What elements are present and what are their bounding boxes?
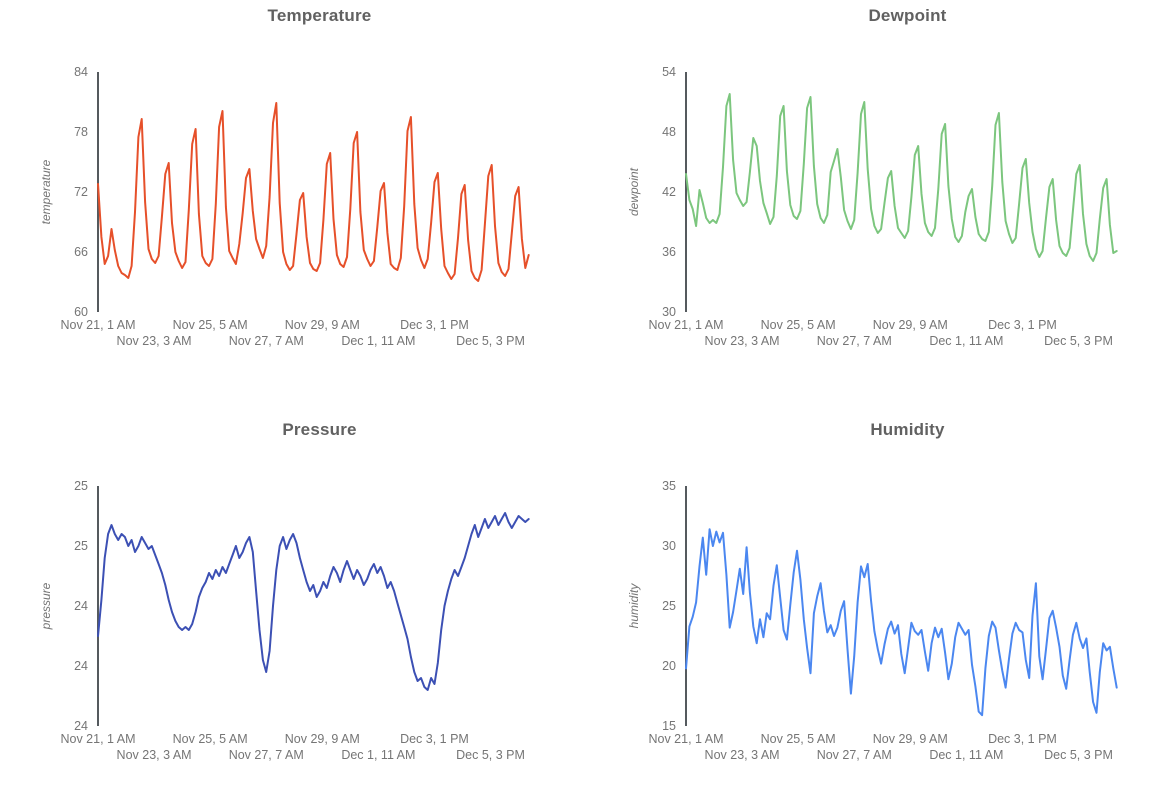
y-tick-label: 30 <box>662 539 676 553</box>
x-tick-label: Nov 25, 5 AM <box>760 732 836 746</box>
chart-card-humidity: Humidity humidity 35 30 25 20 15 Nov 21, 1 AM… <box>588 414 1175 785</box>
y-tick-label: 24 <box>74 659 88 673</box>
x-tick-label: Dec 5, 3 PM <box>1044 748 1113 762</box>
x-tick-label: Nov 29, 9 AM <box>872 318 948 332</box>
plot-area <box>685 93 1118 262</box>
x-tick-label: Nov 29, 9 AM <box>872 732 948 746</box>
x-tick-label: Dec 1, 11 AM <box>929 334 1004 348</box>
x-tick-label: Dec 1, 11 AM <box>341 748 416 762</box>
data-line <box>685 93 1118 262</box>
y-tick-label: 30 <box>662 305 676 319</box>
x-tick-label: Nov 27, 7 AM <box>228 748 304 762</box>
x-tick-label: Dec 5, 3 PM <box>456 748 525 762</box>
x-tick-label: Nov 21, 1 AM <box>60 732 136 746</box>
chart-card-temperature: Temperature temperature 84 78 72 66 60 Nov 21… <box>0 0 587 371</box>
x-tick-label: Dec 3, 1 PM <box>400 732 469 746</box>
y-tick-label: 25 <box>74 479 88 493</box>
y-tick-label: 25 <box>74 539 88 553</box>
chart-title: Temperature <box>267 6 372 25</box>
y-axis-line <box>97 486 99 726</box>
data-line <box>97 102 530 282</box>
plot-area <box>97 512 530 691</box>
y-tick-label: 24 <box>74 719 88 733</box>
x-tick-label: Dec 5, 3 PM <box>456 334 525 348</box>
data-line <box>97 512 530 691</box>
x-tick-label: Nov 25, 5 AM <box>760 318 836 332</box>
y-tick-label: 66 <box>74 245 88 259</box>
x-tick-label: Nov 23, 3 AM <box>704 334 780 348</box>
x-tick-label: Nov 27, 7 AM <box>816 334 892 348</box>
x-tick-label: Nov 27, 7 AM <box>228 334 304 348</box>
x-tick-label: Dec 3, 1 PM <box>988 732 1057 746</box>
y-tick-label: 20 <box>662 659 676 673</box>
y-tick-label: 42 <box>662 185 676 199</box>
x-tick-label: Nov 25, 5 AM <box>172 732 248 746</box>
plot-area <box>97 102 530 282</box>
x-tick-label: Nov 21, 1 AM <box>648 318 724 332</box>
x-tick-label: Dec 1, 11 AM <box>341 334 416 348</box>
x-tick-label: Dec 1, 11 AM <box>929 748 1004 762</box>
x-tick-label: Nov 21, 1 AM <box>60 318 136 332</box>
x-tick-label: Nov 25, 5 AM <box>172 318 248 332</box>
y-tick-label: 35 <box>662 479 676 493</box>
y-tick-label: 60 <box>74 305 88 319</box>
y-axis-line <box>685 486 687 726</box>
chart-title: Pressure <box>282 420 357 439</box>
plot-area <box>685 528 1118 717</box>
x-tick-label: Nov 29, 9 AM <box>284 732 360 746</box>
x-tick-label: Nov 23, 3 AM <box>704 748 780 762</box>
chart-title: Humidity <box>870 420 945 439</box>
y-axis-line <box>685 72 687 312</box>
chart-card-dewpoint: Dewpoint dewpoint 54 48 42 36 30 Nov 21, 1 AM… <box>588 0 1175 371</box>
x-tick-label: Dec 3, 1 PM <box>400 318 469 332</box>
y-tick-label: 24 <box>74 599 88 613</box>
chart-card-pressure: Pressure pressure 25 25 24 24 24 Nov 21, 1 AM… <box>0 414 587 785</box>
y-tick-label: 25 <box>662 599 676 613</box>
x-tick-label: Nov 27, 7 AM <box>816 748 892 762</box>
y-tick-label: 36 <box>662 245 676 259</box>
x-tick-label: Nov 29, 9 AM <box>284 318 360 332</box>
y-tick-label: 48 <box>662 125 676 139</box>
chart-title: Dewpoint <box>868 6 947 25</box>
y-tick-label: 72 <box>74 185 88 199</box>
y-tick-label: 84 <box>74 65 88 79</box>
x-tick-label: Nov 23, 3 AM <box>116 334 192 348</box>
x-tick-label: Dec 5, 3 PM <box>1044 334 1113 348</box>
y-tick-label: 54 <box>662 65 676 79</box>
x-tick-label: Nov 21, 1 AM <box>648 732 724 746</box>
x-tick-label: Dec 3, 1 PM <box>988 318 1057 332</box>
y-tick-label: 78 <box>74 125 88 139</box>
y-tick-label: 15 <box>662 719 676 733</box>
x-tick-label: Nov 23, 3 AM <box>116 748 192 762</box>
data-line <box>685 528 1118 717</box>
